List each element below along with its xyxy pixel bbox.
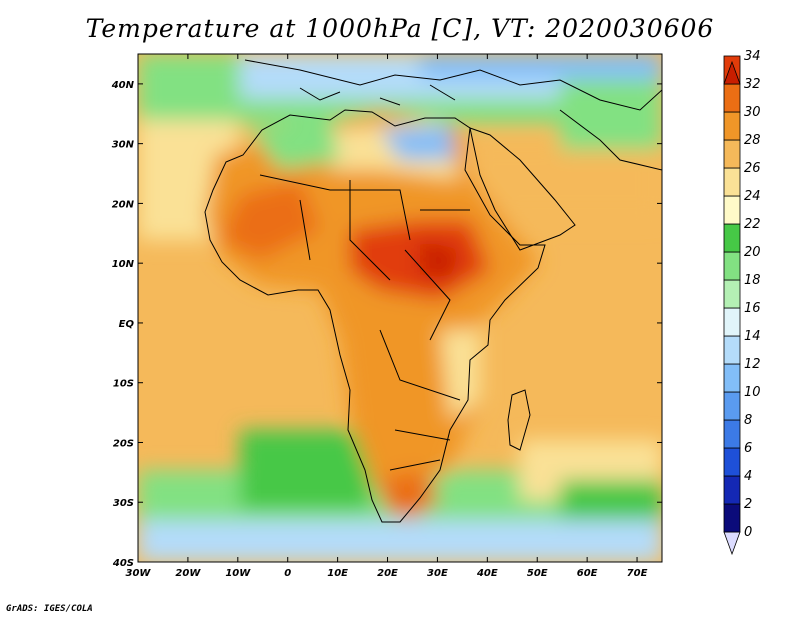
lat-tick-label: 30S [113, 498, 134, 509]
longitude-axis: 30W 20W 10W 0 10E 20E 30E 40E 50E 60E 70E [126, 54, 648, 579]
colorbar-segment [723, 391, 741, 421]
colorbar-segment [723, 111, 741, 141]
colorbar-label: 14 [744, 329, 761, 344]
colorbar-upper-arrow [723, 60, 741, 85]
colorbar-segment [723, 223, 741, 253]
colorbar-segment [723, 335, 741, 365]
colorbar-label: 8 [744, 413, 752, 428]
colorbar-label: 26 [744, 161, 761, 176]
colorbar-label: 22 [744, 217, 761, 232]
colorbar-segment [723, 251, 741, 281]
lat-tick-label: 10N [112, 259, 135, 270]
lon-tick-label: 20E [377, 568, 398, 579]
colorbar-label: 10 [744, 385, 761, 400]
colorbar-segment [723, 195, 741, 225]
lon-tick-label: 40E [476, 568, 498, 579]
colorbar-segment [723, 279, 741, 309]
colorbar-label: 32 [744, 77, 761, 92]
lat-tick-label: 40S [112, 558, 134, 569]
colorbar-label: 18 [744, 273, 761, 288]
lon-tick-label: 60E [577, 568, 598, 579]
coastlines [204, 59, 662, 523]
colorbar-segment [723, 503, 741, 533]
credit-text: GrADS: IGES/COLA [6, 604, 93, 614]
latitude-axis: 40S 30S 20S 10S EQ 10N 20N 30N 40N [111, 80, 662, 569]
chart-title: Temperature at 1000hPa [C], VT: 20200306… [85, 14, 715, 43]
lon-tick-label: 10W [225, 568, 251, 579]
colorbar-label: 28 [744, 133, 761, 148]
colorbar-segment [723, 475, 741, 505]
lon-tick-label: 10E [327, 568, 348, 579]
lon-tick-label: 30W [126, 568, 152, 579]
lat-tick-label: 10S [113, 379, 134, 390]
colorbar-label: 34 [744, 49, 761, 64]
lon-tick-label: 70E [627, 568, 648, 579]
colorbar-label: 2 [744, 497, 752, 512]
lon-tick-label: 0 [284, 568, 291, 579]
map-frame [137, 53, 663, 563]
lat-tick-label: 40N [111, 80, 135, 91]
colorbar-label: 24 [744, 189, 761, 204]
lat-tick-label: 30N [112, 140, 135, 151]
colorbar-segment [723, 139, 741, 169]
colorbar-segment [723, 167, 741, 197]
lon-tick-label: 30E [427, 568, 448, 579]
colorbar-label: 4 [744, 469, 752, 484]
colorbar-label: 6 [744, 441, 752, 456]
lat-tick-label: EQ [119, 319, 135, 330]
temperature-field [138, 54, 662, 562]
colorbar-segment [723, 363, 741, 393]
colorbar-label: 16 [744, 301, 761, 316]
colorbar-lower-arrow [723, 531, 741, 556]
colorbar-label: 0 [744, 525, 752, 540]
colorbar-segment [723, 307, 741, 337]
colorbar-label: 30 [744, 105, 761, 120]
colorbar-segment [723, 83, 741, 113]
lat-tick-label: 20N [112, 199, 135, 210]
colorbar-segment [723, 419, 741, 449]
colorbar-label: 20 [744, 245, 761, 260]
colorbar-label: 12 [744, 357, 761, 372]
lon-tick-label: 50E [527, 568, 548, 579]
lat-tick-label: 20S [113, 438, 134, 449]
lon-tick-label: 20W [175, 568, 201, 579]
colorbar-segment [723, 447, 741, 477]
